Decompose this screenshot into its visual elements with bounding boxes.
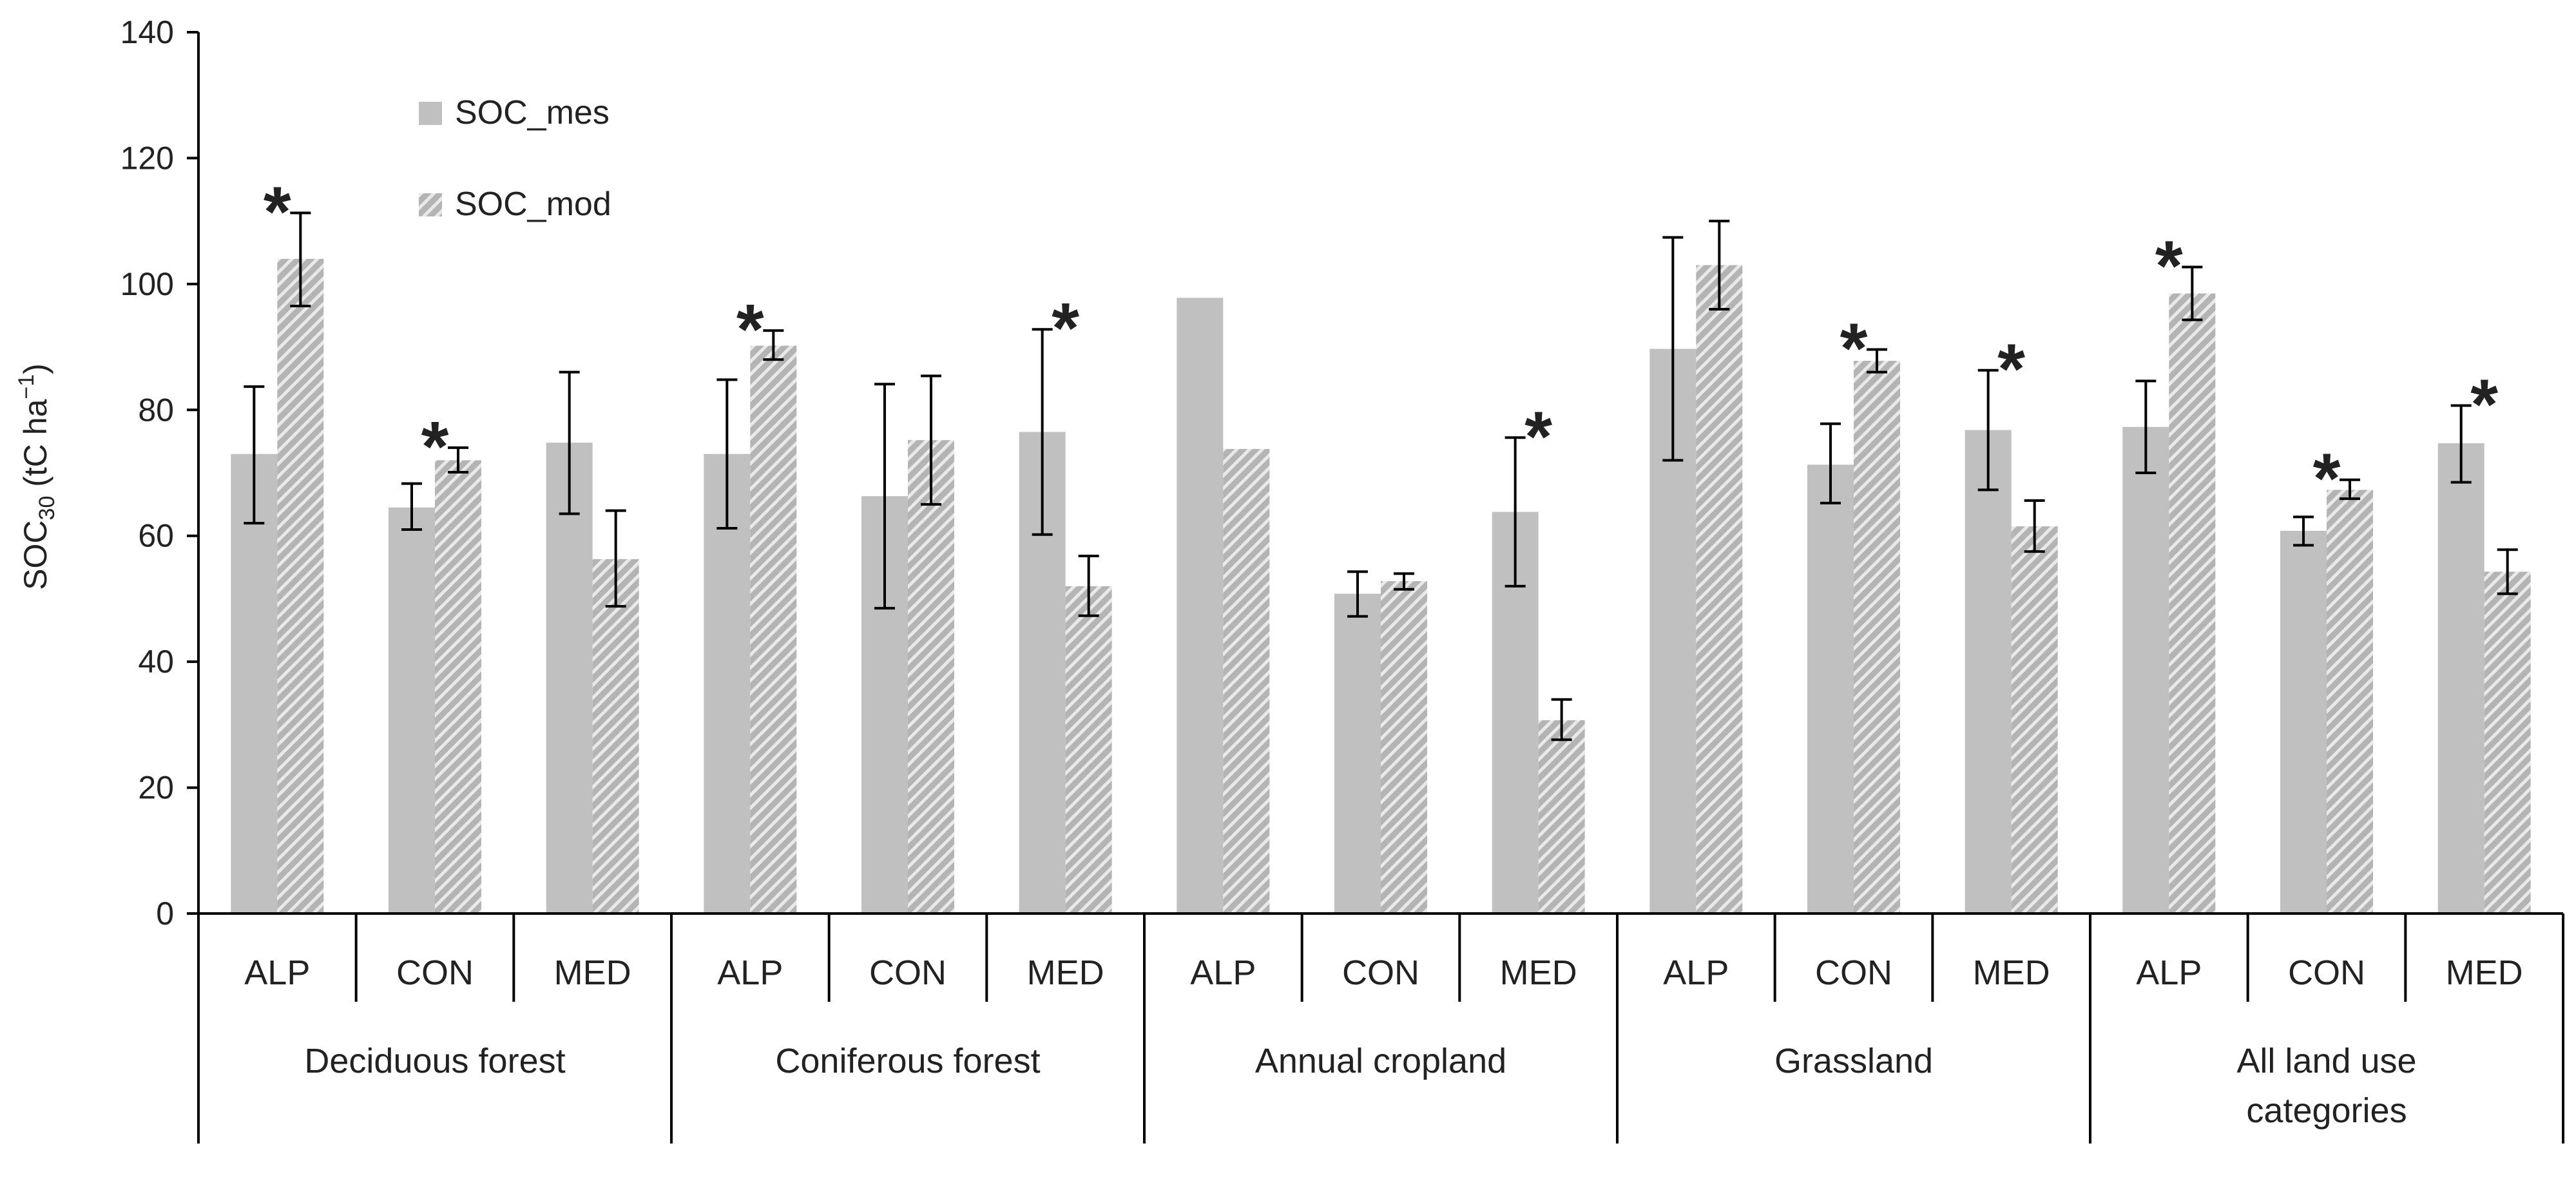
bar-soc-mod: [1854, 361, 1900, 914]
bar-soc-mod: [1696, 265, 1743, 914]
x-tick-label: ALP: [2136, 953, 2202, 992]
x-tick-label: ALP: [244, 953, 310, 992]
bar-soc-mod: [1381, 581, 1427, 914]
x-tick-label: MED: [1027, 953, 1104, 992]
bar-soc-mod: [592, 559, 639, 914]
group-label: All land use categories: [2236, 1042, 2416, 1130]
group-label: Annual cropland: [1255, 1042, 1506, 1080]
x-axis: ALP CON MED ALP CON MED ALP CON MED ALP CON MED ALP C…: [198, 912, 2564, 1144]
legend-swatch-soc-mes: [419, 102, 442, 125]
x-tick-label: CON: [869, 953, 947, 992]
x-tick-label: MED: [2446, 953, 2523, 992]
y-axis-title: SOC30 (tC ha−1): [14, 363, 59, 590]
legend-swatch-soc-mod: [419, 193, 442, 216]
bar-soc-mes: [231, 454, 278, 914]
bar-soc-mod: [277, 258, 324, 914]
bar-soc-mod: [2011, 526, 2058, 914]
bar-soc-mod: [908, 440, 954, 914]
x-tick-label: MED: [1973, 953, 2050, 992]
x-tick-label: MED: [1500, 953, 1577, 992]
bar-soc-mes: [546, 443, 593, 914]
y-tick-label: 140: [120, 14, 174, 50]
x-tick-label: CON: [2288, 953, 2365, 992]
y-tick-label: 60: [138, 518, 174, 554]
y-tick-label: 80: [138, 392, 174, 428]
y-tick-label: 100: [120, 266, 174, 302]
group-label: Coniferous forest: [775, 1042, 1040, 1080]
significance-star: *: [736, 290, 764, 369]
bar-soc-mes: [2437, 443, 2485, 914]
x-tick-label: ALP: [1663, 953, 1729, 992]
bar-soc-mes: [389, 507, 435, 914]
bar-soc-mod: [750, 345, 797, 914]
significance-star: *: [2155, 226, 2183, 305]
x-tick-label: CON: [1342, 953, 1419, 992]
bar-soc-mod: [2327, 490, 2373, 914]
significance-markers: * * * * * * * * * *: [264, 172, 2498, 518]
legend: SOC_mes SOC_mod: [419, 94, 611, 223]
bar-soc-mes: [2280, 530, 2327, 914]
bar-soc-mes: [1177, 298, 1224, 914]
bar-soc-mod: [2484, 571, 2531, 914]
significance-star: *: [264, 172, 291, 251]
x-tick-label: ALP: [717, 953, 783, 992]
bar-soc-mes: [1334, 593, 1381, 914]
significance-star: *: [1840, 309, 1868, 388]
bar-soc-mod: [1538, 720, 1585, 914]
bar-soc-mod: [2169, 293, 2216, 914]
error-bars: [244, 211, 2518, 742]
x-tick-label: MED: [554, 953, 631, 992]
significance-star: *: [1052, 289, 1079, 368]
legend-label-soc-mes: SOC_mes: [455, 94, 610, 131]
x-tick-label: ALP: [1190, 953, 1256, 992]
bar-soc-mes: [1807, 464, 1854, 914]
y-tick-label: 120: [120, 140, 174, 176]
group-label: Deciduous forest: [304, 1042, 565, 1080]
significance-star: *: [421, 407, 449, 486]
bar-soc-mes: [2122, 426, 2169, 914]
bar-soc-mod: [1065, 586, 1112, 914]
bar-soc-mes: [1965, 430, 2012, 914]
y-axis: 0 20 40 60 80 100 120 140: [120, 14, 200, 1144]
significance-star: *: [2470, 365, 2498, 444]
bar-soc-mod: [1223, 448, 1270, 914]
y-tick-label: 0: [156, 895, 174, 932]
group-label: Grassland: [1774, 1042, 1933, 1080]
bars: [231, 258, 2531, 914]
x-tick-label: CON: [396, 953, 474, 992]
y-tick-label: 40: [138, 644, 174, 680]
bar-soc-mod: [435, 460, 481, 914]
significance-star: *: [1524, 397, 1552, 476]
significance-star: *: [2313, 439, 2341, 519]
significance-star: *: [1997, 330, 2025, 409]
y-tick-label: 20: [138, 770, 174, 806]
bar-soc-mes: [704, 454, 751, 914]
legend-label-soc-mod: SOC_mod: [455, 186, 611, 223]
x-tick-label: CON: [1815, 953, 1892, 992]
